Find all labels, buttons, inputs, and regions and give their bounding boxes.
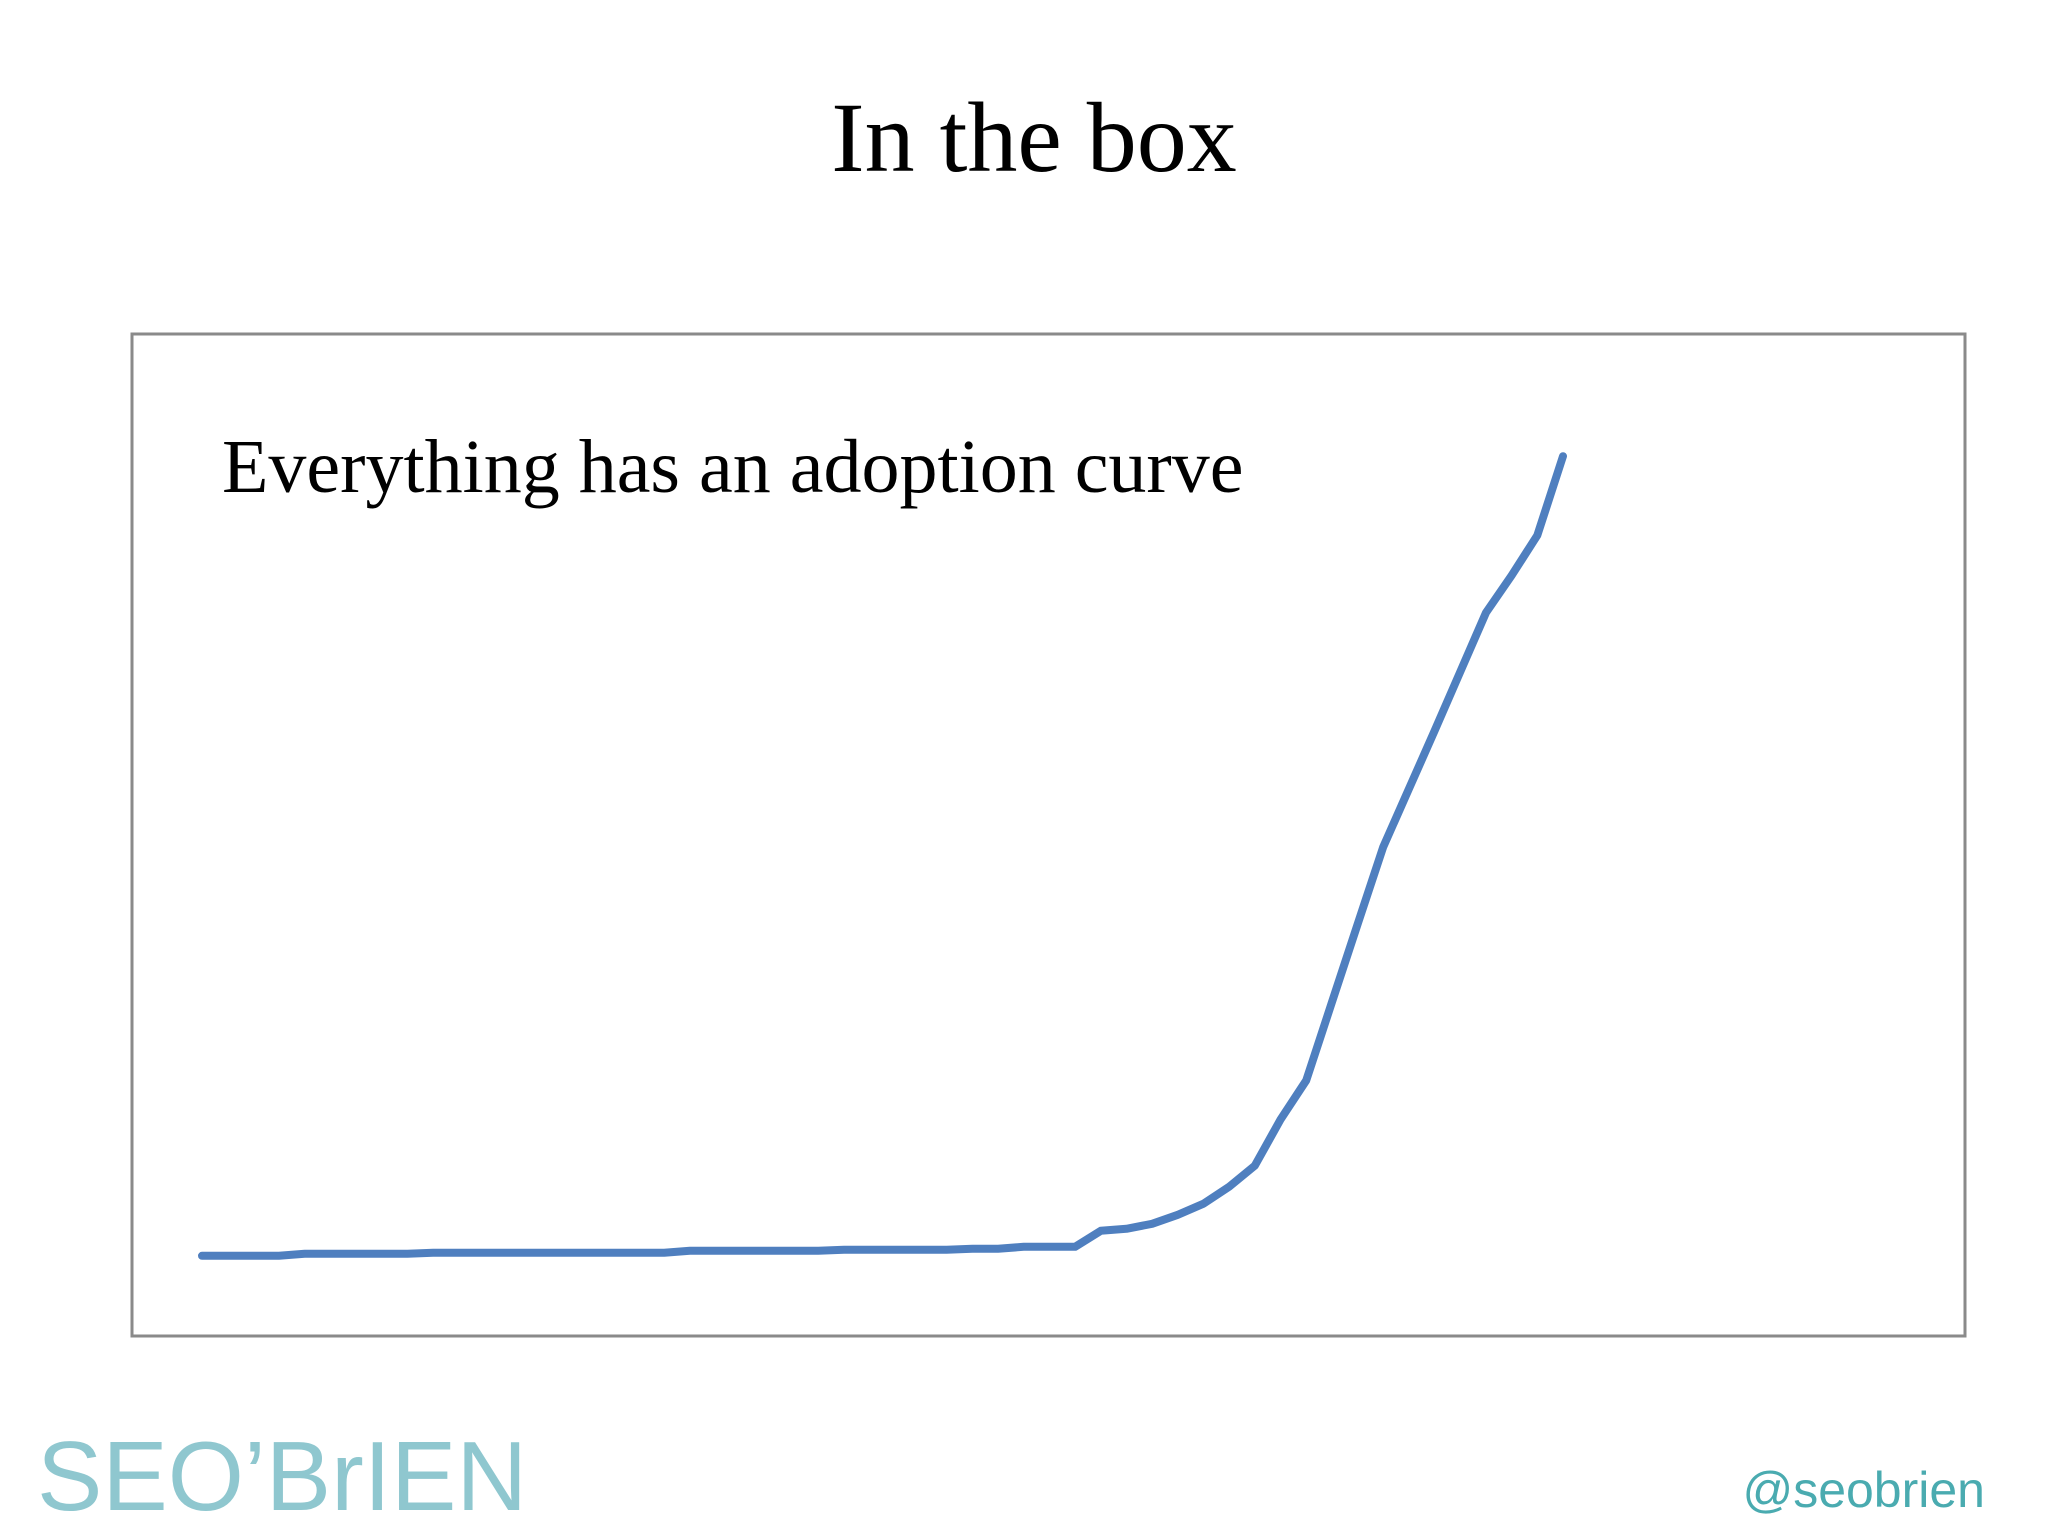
logo: SEO’BrIEN — [37, 1421, 527, 1531]
annotation: Everything has an adoption curve — [222, 425, 1243, 509]
chart-frame — [130, 332, 1967, 1338]
slide-title: In the box — [831, 82, 1236, 193]
handle: @seobrien — [1742, 1462, 1985, 1518]
line-series — [198, 452, 1567, 1260]
